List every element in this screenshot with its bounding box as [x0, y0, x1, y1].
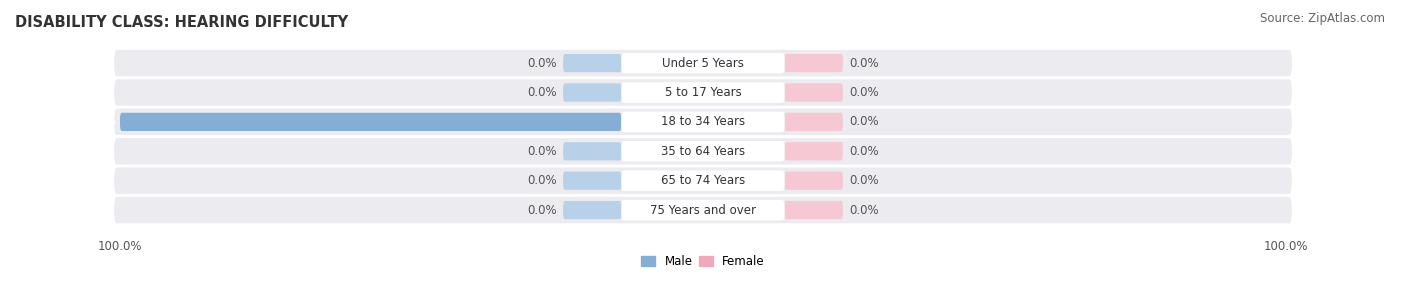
Text: 0.0%: 0.0%	[527, 145, 557, 158]
FancyBboxPatch shape	[114, 197, 1292, 223]
FancyBboxPatch shape	[621, 141, 785, 162]
FancyBboxPatch shape	[621, 82, 785, 103]
Text: 5 to 17 Years: 5 to 17 Years	[665, 86, 741, 99]
Text: Source: ZipAtlas.com: Source: ZipAtlas.com	[1260, 12, 1385, 25]
FancyBboxPatch shape	[785, 201, 844, 219]
Text: Under 5 Years: Under 5 Years	[662, 57, 744, 70]
Text: 0.0%: 0.0%	[849, 145, 879, 158]
FancyBboxPatch shape	[621, 112, 785, 132]
FancyBboxPatch shape	[120, 113, 621, 131]
Text: 75 Years and over: 75 Years and over	[650, 204, 756, 217]
FancyBboxPatch shape	[785, 172, 844, 190]
FancyBboxPatch shape	[114, 167, 1292, 194]
Text: 35 to 64 Years: 35 to 64 Years	[661, 145, 745, 158]
FancyBboxPatch shape	[785, 54, 844, 72]
FancyBboxPatch shape	[562, 54, 621, 72]
Text: 65 to 74 Years: 65 to 74 Years	[661, 174, 745, 187]
Text: 0.0%: 0.0%	[527, 86, 557, 99]
Text: 18 to 34 Years: 18 to 34 Years	[661, 115, 745, 128]
FancyBboxPatch shape	[562, 172, 621, 190]
FancyBboxPatch shape	[114, 50, 1292, 76]
Text: 0.0%: 0.0%	[849, 115, 879, 128]
FancyBboxPatch shape	[621, 200, 785, 221]
FancyBboxPatch shape	[621, 170, 785, 191]
FancyBboxPatch shape	[562, 201, 621, 219]
FancyBboxPatch shape	[785, 142, 844, 160]
FancyBboxPatch shape	[562, 83, 621, 102]
Text: 0.0%: 0.0%	[849, 57, 879, 70]
Text: 0.0%: 0.0%	[849, 86, 879, 99]
FancyBboxPatch shape	[621, 53, 785, 74]
Text: 0.0%: 0.0%	[849, 174, 879, 187]
Text: DISABILITY CLASS: HEARING DIFFICULTY: DISABILITY CLASS: HEARING DIFFICULTY	[15, 15, 349, 30]
Legend: Male, Female: Male, Female	[637, 250, 769, 272]
FancyBboxPatch shape	[114, 79, 1292, 106]
Text: 0.0%: 0.0%	[527, 204, 557, 217]
FancyBboxPatch shape	[785, 83, 844, 102]
FancyBboxPatch shape	[114, 109, 1292, 135]
FancyBboxPatch shape	[114, 138, 1292, 164]
Text: 0.0%: 0.0%	[527, 57, 557, 70]
FancyBboxPatch shape	[785, 113, 844, 131]
FancyBboxPatch shape	[562, 142, 621, 160]
Text: 0.0%: 0.0%	[849, 204, 879, 217]
Text: 100.0%: 100.0%	[67, 115, 117, 128]
Text: 0.0%: 0.0%	[527, 174, 557, 187]
